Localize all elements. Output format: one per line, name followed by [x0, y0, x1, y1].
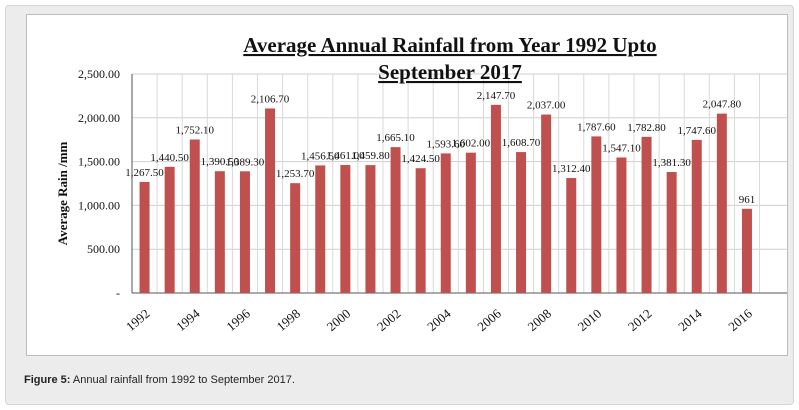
data-label: 1,787.60	[577, 121, 616, 133]
bar-1993	[164, 166, 175, 293]
bar-2000	[340, 165, 351, 293]
rainfall-bar-chart: - 500.00 1,000.00 1,500.00 2,000.00 2,500.00 1…	[55, 33, 787, 334]
x-tick-label: 1996	[223, 305, 253, 334]
y-tick-label: 1,500.00	[78, 155, 120, 169]
bar-1996	[239, 171, 250, 293]
data-label: 1,547.10	[602, 142, 641, 154]
data-label: 1,456.50	[301, 150, 340, 162]
data-label: 2,106.70	[251, 93, 290, 105]
y-tick-label: 1,000.00	[78, 198, 120, 212]
bar-2016	[741, 208, 752, 293]
bar-1992	[139, 181, 150, 293]
bar-2006	[490, 104, 501, 293]
x-tick-label: 2012	[625, 306, 655, 334]
chart-title-line-1: Average Annual Rainfall from Year 1992 U…	[243, 33, 656, 57]
x-tick-label: 2004	[424, 305, 454, 334]
bar-2013	[666, 171, 677, 293]
data-label: 1,752.10	[176, 125, 215, 137]
data-label: 1,267.50	[125, 167, 164, 179]
data-label: 1,593.60	[427, 138, 466, 150]
data-label: 2,147.70	[477, 90, 516, 102]
y-tick-label: 2,000.00	[78, 111, 120, 125]
caption-label: Figure 5:	[24, 374, 71, 386]
data-label: 1,459.80	[351, 150, 390, 162]
bar-1998	[290, 183, 301, 293]
bar-2011	[616, 157, 627, 293]
bar-2014	[691, 139, 702, 293]
data-label: 1,381.30	[652, 157, 691, 169]
x-tick-label: 2016	[725, 305, 755, 334]
data-label: 2,047.80	[703, 99, 742, 111]
data-label: 961	[739, 194, 756, 206]
bar-2010	[591, 136, 602, 293]
bar-2015	[716, 113, 727, 293]
data-label: 2,037.00	[527, 100, 566, 112]
x-tick-label: 2014	[675, 305, 705, 334]
data-label: 1,602.00	[452, 138, 491, 150]
data-label: 1,665.10	[376, 132, 415, 144]
figure-panel: - 500.00 1,000.00 1,500.00 2,000.00 2,500.00 1…	[5, 5, 794, 405]
bar-2003	[415, 168, 426, 293]
bar-2005	[465, 152, 476, 293]
data-label: 1,390.50	[201, 156, 240, 168]
bar-1994	[189, 139, 200, 293]
y-tick-label: -	[116, 286, 120, 300]
bar-1997	[265, 108, 276, 293]
caption-text: Annual rainfall from 1992 to September 2…	[70, 374, 295, 386]
bar-2007	[516, 152, 527, 293]
data-label: 1,253.70	[276, 168, 315, 180]
y-axis-label: Average Rain /mm	[55, 141, 70, 245]
bar-2002	[390, 147, 401, 293]
data-label: 1,389.30	[226, 156, 265, 168]
data-label: 1,747.60	[678, 125, 717, 137]
x-tick-label: 2008	[525, 306, 555, 334]
bar-2001	[365, 165, 376, 293]
x-tick-label: 1998	[274, 306, 304, 334]
data-label: 1,312.40	[552, 163, 591, 175]
data-label: 1,424.50	[401, 153, 440, 165]
bar-1999	[315, 165, 326, 293]
x-tick-label: 2006	[474, 305, 504, 334]
x-tick-label: 2002	[374, 306, 404, 334]
data-label: 1,608.70	[502, 137, 541, 149]
y-tick-label: 500.00	[87, 242, 120, 256]
x-tick-label: 2000	[324, 306, 354, 334]
bar-1995	[214, 171, 225, 293]
data-label: 1,782.80	[627, 122, 666, 134]
bar-2004	[440, 153, 451, 293]
x-tick-label: 2010	[575, 306, 605, 334]
bar-2009	[566, 178, 577, 293]
y-tick-label: 2,500.00	[78, 67, 120, 81]
data-label: 1,461.00	[326, 150, 365, 162]
x-tick-label: 1992	[123, 306, 153, 334]
x-tick-label: 1994	[173, 305, 203, 334]
figure-caption: Figure 5: Annual rainfall from 1992 to S…	[24, 374, 295, 386]
chart-frame: - 500.00 1,000.00 1,500.00 2,000.00 2,500.00 1…	[26, 14, 788, 356]
data-label: 1,440.50	[150, 152, 189, 164]
chart-title-line-2: September 2017	[378, 60, 522, 84]
bar-2012	[641, 136, 652, 293]
bar-2008	[541, 114, 552, 293]
